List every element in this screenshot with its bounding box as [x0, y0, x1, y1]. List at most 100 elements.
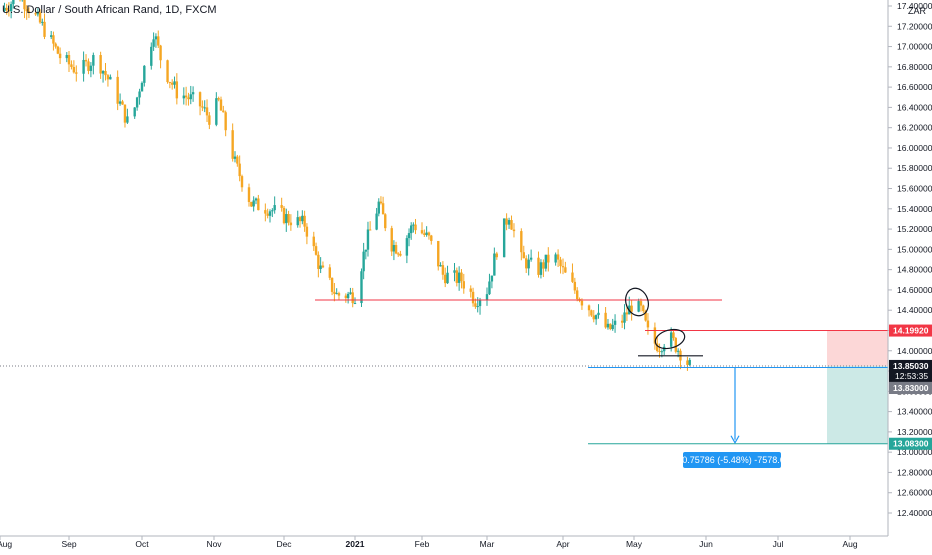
candle-body [510, 220, 512, 230]
candle-body [59, 54, 61, 58]
countdown-tag: 12:53:35 [895, 371, 928, 381]
currency-label: ZAR [908, 6, 926, 16]
candle-body [375, 214, 377, 230]
candle-body [382, 203, 384, 214]
candle-body [369, 230, 371, 231]
candle-body [557, 254, 559, 259]
candle-body [52, 35, 54, 43]
candle-body [588, 305, 590, 310]
candle-body [92, 55, 94, 66]
candle [472, 288, 474, 307]
candle [21, 0, 23, 2]
candle [412, 222, 414, 232]
candle-body [102, 71, 104, 74]
candle [75, 65, 77, 81]
candle-body [192, 92, 194, 94]
candle [360, 268, 362, 307]
x-tick-label: 2021 [346, 539, 365, 549]
candle-body [280, 205, 282, 208]
candle-body [215, 98, 217, 125]
candle [647, 313, 649, 335]
candle-body [250, 202, 252, 206]
candle [283, 206, 285, 224]
candle [590, 310, 592, 317]
candle [505, 213, 507, 230]
candle [333, 283, 335, 301]
candle [352, 288, 354, 307]
candle-body [173, 81, 175, 84]
candle [271, 208, 273, 217]
candle [425, 226, 427, 237]
candle [287, 211, 289, 226]
candle-body [257, 199, 259, 211]
candle-body [317, 255, 319, 269]
candle [255, 198, 257, 205]
candle [231, 123, 233, 161]
candle [486, 288, 488, 306]
candle [301, 210, 303, 224]
candle-body [614, 321, 616, 325]
candle [488, 274, 490, 295]
candle-body [542, 262, 544, 268]
candle [143, 65, 145, 87]
x-tick-label: Nov [206, 539, 222, 549]
candle-body [204, 107, 206, 108]
candle-body [119, 101, 121, 103]
candle [329, 264, 331, 280]
candle [437, 241, 439, 271]
candle-body [299, 217, 301, 221]
candle [220, 97, 222, 111]
x-tick-label: Oct [135, 539, 149, 549]
candle-body [508, 220, 510, 225]
y-tick-label: 14.40000 [897, 305, 932, 315]
candle [493, 248, 495, 276]
candle-body [241, 176, 243, 187]
x-tick-label: Feb [415, 539, 430, 549]
candle-body [171, 83, 173, 85]
candle-body [597, 313, 599, 315]
candle [285, 209, 287, 232]
x-tick-label: Apr [556, 539, 569, 549]
candle [185, 87, 187, 106]
candle-body [437, 241, 439, 266]
candle [57, 46, 59, 54]
candle [119, 93, 121, 105]
candle [222, 106, 224, 113]
candle-body [236, 157, 238, 164]
candle-body [301, 216, 303, 221]
candle-body [395, 245, 397, 253]
candle-body [477, 306, 479, 307]
candle [349, 288, 351, 295]
candle [121, 100, 123, 105]
candle [564, 262, 566, 273]
candle-body [486, 294, 488, 300]
target-price-tag: 13.08300 [893, 439, 929, 449]
candle-body [57, 47, 59, 54]
candle-body [537, 258, 539, 275]
candle-body [234, 157, 236, 159]
candle-body [187, 97, 189, 99]
candle-body [347, 294, 349, 298]
candle [540, 259, 542, 278]
candle [126, 109, 128, 124]
candle [201, 100, 203, 111]
reference-price-tag: 13.83000 [893, 383, 929, 393]
candle [503, 218, 505, 257]
candle [621, 315, 623, 328]
candle [173, 77, 175, 89]
candle [183, 87, 185, 104]
candle-body [408, 233, 410, 238]
candle-body [686, 361, 688, 365]
candle-body [581, 301, 583, 306]
candle [206, 99, 208, 122]
candle [171, 79, 173, 89]
candle [520, 228, 522, 260]
candle [369, 221, 371, 230]
candle-body [322, 266, 324, 268]
candle-body [313, 237, 315, 247]
candle [642, 305, 644, 313]
y-tick-label: 12.40000 [897, 508, 932, 518]
candle-body [474, 303, 476, 306]
